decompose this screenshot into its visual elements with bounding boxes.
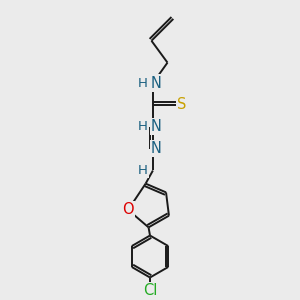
Text: N: N — [151, 119, 162, 134]
Text: Cl: Cl — [143, 283, 157, 298]
Text: N: N — [151, 76, 162, 91]
Text: N: N — [151, 141, 162, 156]
Text: S: S — [177, 98, 187, 112]
Text: O: O — [122, 202, 134, 217]
Text: H: H — [138, 120, 148, 133]
Text: H: H — [138, 164, 148, 177]
Text: H: H — [138, 76, 148, 89]
